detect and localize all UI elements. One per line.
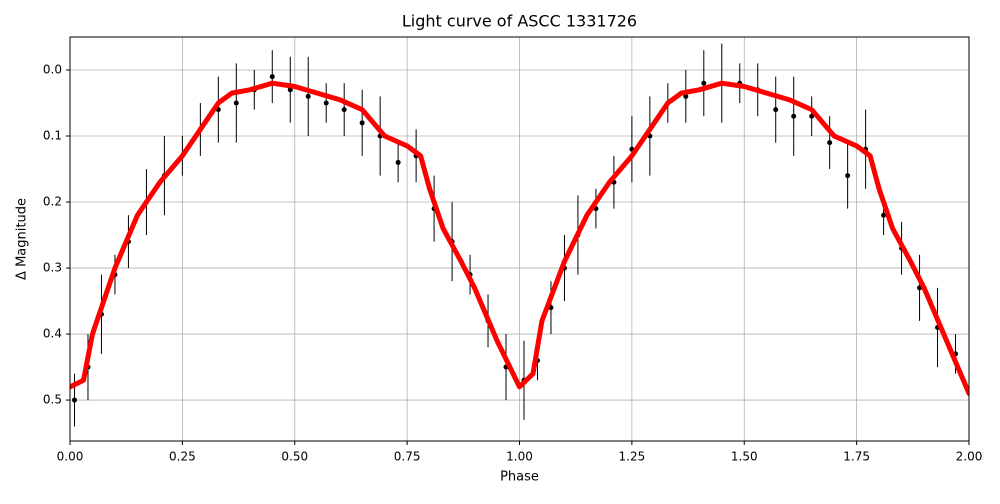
x-tick-label: 0.00 [57, 450, 84, 464]
x-tick-label: 1.75 [843, 450, 870, 464]
x-tick-label: 2.00 [956, 450, 983, 464]
y-axis-label: Δ Magnitude [15, 198, 30, 280]
y-tick-label: 0.4 [43, 327, 62, 341]
data-point [395, 159, 401, 165]
y-tick-label: 0.5 [43, 393, 62, 407]
data-point [827, 140, 833, 146]
data-point [773, 107, 779, 113]
data-point [305, 93, 311, 99]
smoothed-line [70, 80, 969, 396]
data-point [683, 93, 689, 99]
data-point [791, 113, 797, 119]
data-point [845, 173, 851, 179]
x-tick-label: 0.50 [281, 450, 308, 464]
y-tick-label: 0.2 [43, 195, 62, 209]
x-tick-label: 1.25 [619, 450, 646, 464]
data-point [71, 397, 77, 403]
grid [69, 37, 970, 441]
data-point [287, 87, 293, 93]
x-tick-label: 0.75 [394, 450, 421, 464]
data-point [233, 100, 239, 106]
x-tick-label: 1.00 [506, 450, 533, 464]
x-tick-label: 1.50 [731, 450, 758, 464]
data-point [341, 107, 347, 113]
y-tick-label: 0.1 [43, 129, 62, 143]
chart-title: Light curve of ASCC 1331726 [402, 12, 637, 31]
data-point [881, 212, 887, 218]
x-tick-label: 0.25 [169, 450, 196, 464]
ticks: 0.00 0.25 0.50 0.75 1.00 1.25 1.50 1.75 2.00 0.0 0… [43, 63, 982, 464]
data-point [359, 120, 365, 126]
data-point [269, 74, 275, 80]
y-tick-label: 0.0 [43, 63, 62, 77]
plot-area [70, 43, 969, 427]
x-axis-label: Phase [500, 470, 539, 485]
data-point [701, 80, 707, 86]
data-point [809, 113, 815, 119]
data-point [323, 100, 329, 106]
y-tick-label: 0.3 [43, 261, 62, 275]
